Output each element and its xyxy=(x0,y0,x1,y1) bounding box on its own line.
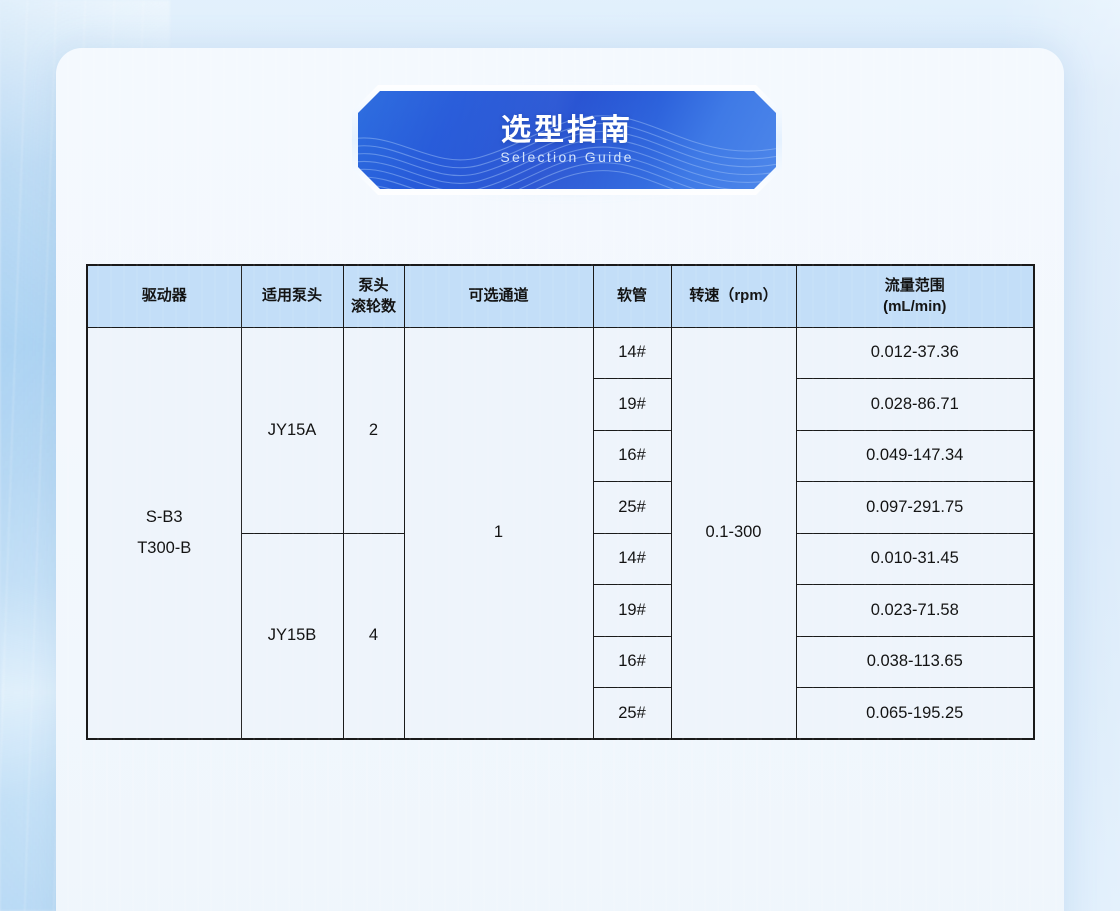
header-driver: 驱动器 xyxy=(86,264,242,328)
cell-pump-head-b: JY15B xyxy=(240,532,344,740)
cell-tube: 16# xyxy=(592,635,672,688)
cell-driver: S-B3 T300-B xyxy=(86,326,242,740)
table-row: 25# 0.097-291.75 xyxy=(87,481,1035,534)
table-row: 16# 0.038-113.65 xyxy=(87,635,1035,688)
cell-speed: 0.1-300 xyxy=(670,326,797,740)
header-roller-count-line1: 泵头 xyxy=(358,276,389,294)
cell-flow: 0.065-195.25 xyxy=(795,687,1035,740)
cell-flow: 0.049-147.34 xyxy=(795,429,1035,482)
header-flow-range: 流量范围 (mL/min) xyxy=(795,264,1035,328)
banner-text-block: 选型指南 Selection Guide xyxy=(358,91,776,189)
cell-channels: 1 xyxy=(403,326,594,740)
cell-tube: 19# xyxy=(592,378,672,431)
cell-tube: 25# xyxy=(592,687,672,740)
header-flow-range-line2: (mL/min) xyxy=(883,298,947,316)
cell-tube: 14# xyxy=(592,326,672,379)
cell-pump-head-a: JY15A xyxy=(240,326,344,534)
table-row: 25# 0.065-195.25 xyxy=(87,687,1035,740)
header-flow-range-line1: 流量范围 xyxy=(884,276,945,294)
cell-flow: 0.097-291.75 xyxy=(795,481,1035,534)
header-speed: 转速（rpm） xyxy=(670,264,797,328)
table-row: S-B3 T300-B JY15A 2 1 14# 0.1-300 0.012-… xyxy=(86,326,1035,740)
driver-line1: S-B3 xyxy=(145,508,183,527)
selection-spec-table: 驱动器 适用泵头 泵头 滚轮数 可选通道 软管 转速（rpm） 流量范围 (mL… xyxy=(86,264,1035,740)
banner-title-chinese: 选型指南 xyxy=(501,114,633,148)
cell-flow: 0.012-37.36 xyxy=(795,326,1035,379)
header-pump-head: 适用泵头 xyxy=(240,264,344,328)
cell-flow: 0.010-31.45 xyxy=(795,532,1035,585)
banner-wave-decoration xyxy=(358,91,776,189)
table-row: 19# 0.023-71.58 xyxy=(87,584,1035,637)
cell-tube: 25# xyxy=(592,481,672,534)
banner-title-english: Selection Guide xyxy=(500,148,634,165)
table-row: 19# 0.028-86.71 xyxy=(87,378,1035,431)
spec-table-body: S-B3 T300-B JY15A 2 1 14# 0.1-300 0.012-… xyxy=(86,326,1035,740)
header-roller-count: 泵头 滚轮数 xyxy=(342,264,405,328)
cell-rollers-a: 2 xyxy=(342,326,405,534)
driver-line2: T300-B xyxy=(137,538,192,557)
cell-flow: 0.038-113.65 xyxy=(795,635,1035,688)
cell-tube: 16# xyxy=(592,429,672,482)
header-tube: 软管 xyxy=(592,264,672,328)
spec-table-wrapper: 驱动器 适用泵头 泵头 滚轮数 可选通道 软管 转速（rpm） 流量范围 (mL… xyxy=(86,264,1035,740)
cell-flow: 0.028-86.71 xyxy=(795,378,1035,431)
table-row: 16# 0.049-147.34 xyxy=(87,429,1035,482)
cell-tube: 19# xyxy=(592,584,672,637)
table-header-row: 驱动器 适用泵头 泵头 滚轮数 可选通道 软管 转速（rpm） 流量范围 (mL… xyxy=(86,264,1035,328)
cell-tube: 14# xyxy=(592,532,672,585)
selection-guide-banner: 选型指南 Selection Guide xyxy=(349,82,785,198)
banner-body: 选型指南 Selection Guide xyxy=(358,91,776,189)
table-row: JY15B 4 14# 0.010-31.45 xyxy=(87,532,1035,740)
cell-flow: 0.023-71.58 xyxy=(795,584,1035,637)
spec-table-header: 驱动器 适用泵头 泵头 滚轮数 可选通道 软管 转速（rpm） 流量范围 (mL… xyxy=(86,264,1035,328)
cell-rollers-b: 4 xyxy=(342,532,405,740)
header-channels: 可选通道 xyxy=(403,264,594,328)
banner-shine xyxy=(358,91,776,189)
header-roller-count-line2: 滚轮数 xyxy=(350,298,396,316)
